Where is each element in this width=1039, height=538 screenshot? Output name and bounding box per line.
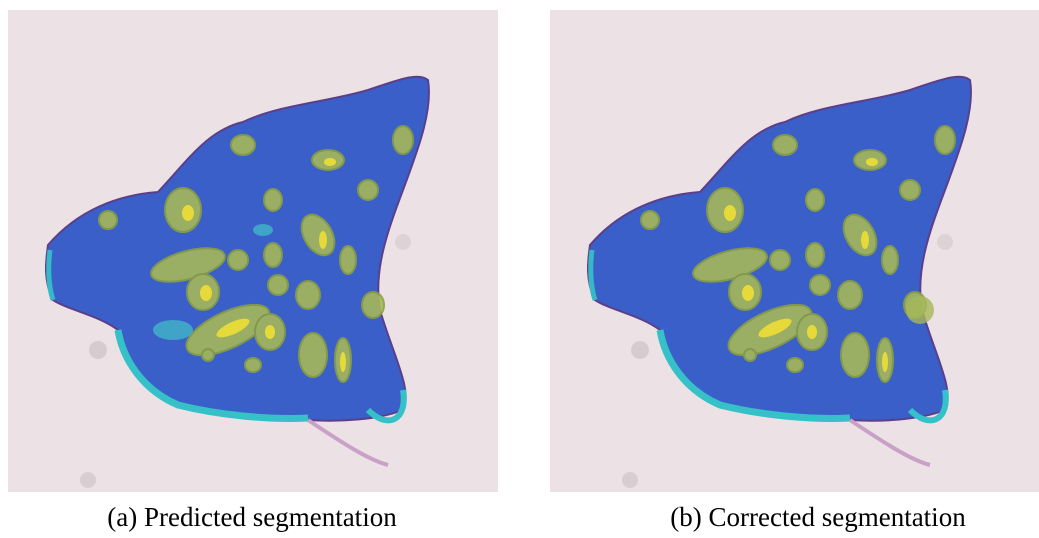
caption: (b) Corrected segmentation [670, 502, 966, 532]
figure: (a) Predicted segmentation (b) Corrected… [0, 0, 1039, 538]
image-corrected [550, 10, 1039, 492]
image-predicted [8, 10, 498, 492]
caption: (a) Predicted segmentation [107, 502, 397, 532]
